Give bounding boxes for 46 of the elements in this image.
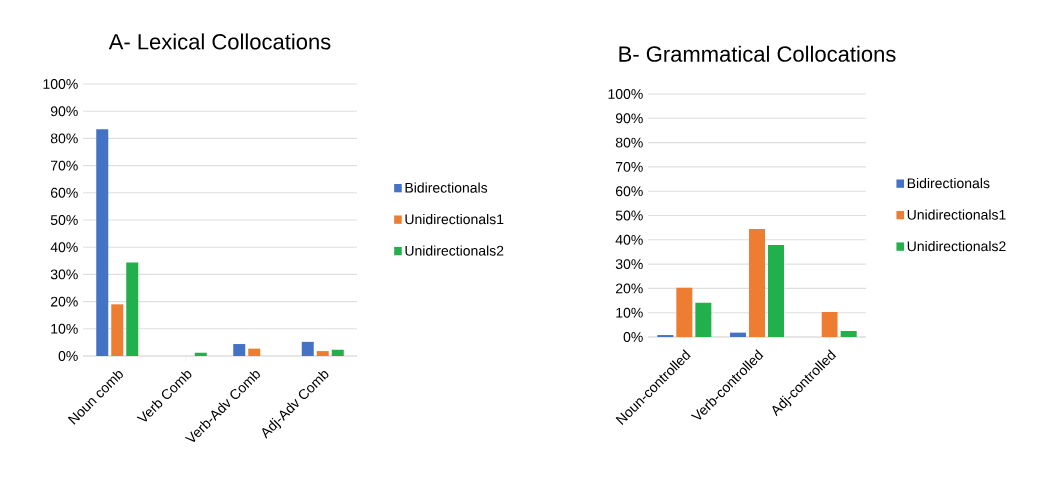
y-tick-label: 60% (615, 186, 643, 197)
y-tick-label: 70% (615, 161, 643, 172)
y-tick-label: 60% (50, 187, 78, 198)
y-tick-label: 90% (615, 113, 643, 124)
y-tick-label: 100% (43, 79, 78, 89)
bar (194, 352, 207, 356)
legend-label: Unidirectionals2 (405, 245, 504, 256)
bar (821, 311, 838, 337)
bar (676, 287, 693, 337)
bar (316, 351, 329, 356)
bar (730, 332, 747, 337)
bar (695, 302, 712, 337)
y-tick-label: 20% (615, 283, 643, 294)
legend-label: Unidirectionals1 (907, 209, 1006, 220)
y-tick-label: 0% (58, 351, 78, 361)
y-tick-label: 40% (615, 234, 643, 245)
y-tick-label: 40% (50, 242, 78, 253)
y-tick-label: 80% (50, 133, 78, 144)
y-tick-label: 50% (615, 210, 643, 221)
y-tick-label: 30% (615, 259, 643, 270)
y-tick-label: 0% (623, 332, 643, 342)
chart-title: A- Lexical Collocations (108, 33, 331, 50)
legend-label: Unidirectionals1 (405, 213, 504, 225)
bar (768, 244, 785, 337)
bar (96, 129, 109, 356)
y-tick-label: 100% (608, 89, 643, 99)
y-tick-label: 90% (50, 106, 78, 117)
bar (331, 349, 344, 356)
bar (301, 341, 314, 356)
bar (126, 262, 139, 356)
y-tick-label: 30% (50, 269, 78, 280)
chart-title: B- Grammatical Collocations (619, 45, 896, 62)
y-tick-label: 20% (50, 296, 78, 307)
legend-label: Bidirectionals (907, 177, 990, 189)
bar (749, 229, 766, 337)
y-tick-label: 70% (50, 160, 78, 171)
legend-label: Unidirectionals2 (907, 240, 1006, 252)
y-tick-label: 10% (51, 323, 78, 334)
legend-label: Bidirectionals (405, 182, 488, 193)
y-tick-label: 10% (616, 307, 643, 318)
y-tick-label: 50% (50, 215, 78, 225)
bar (248, 348, 261, 356)
bar (840, 330, 857, 337)
y-tick-label: 80% (615, 137, 643, 148)
bar (233, 344, 246, 356)
bar (111, 304, 124, 356)
